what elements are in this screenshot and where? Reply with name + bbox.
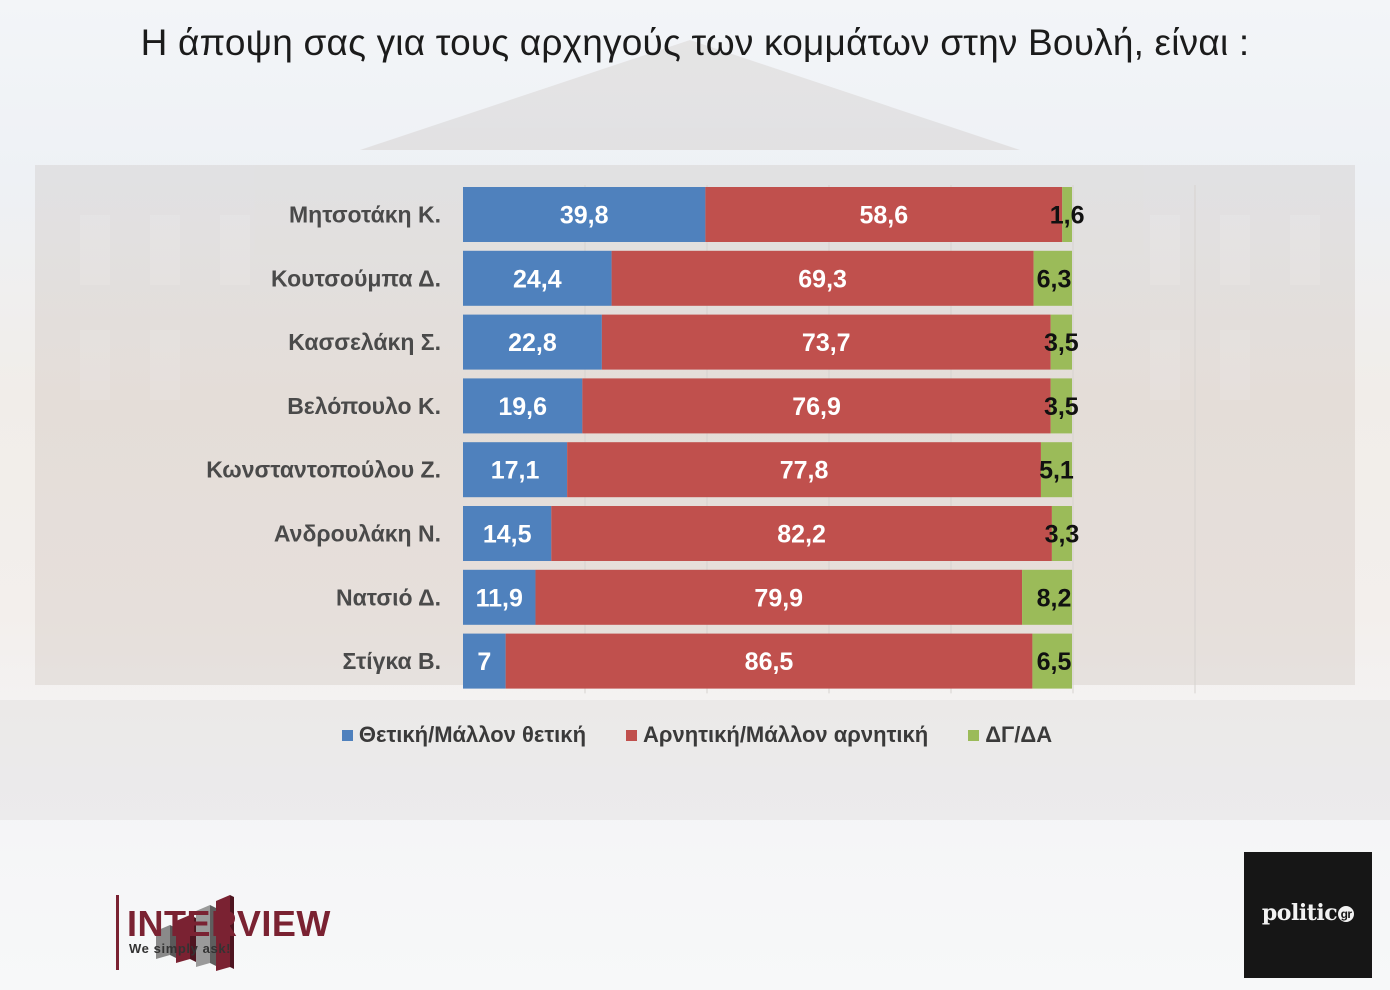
data-label-dont-know: 6,5 [1037,648,1072,676]
data-label-positive: 19,6 [498,393,547,421]
bar-segment-negative [567,442,1041,498]
interview-logo-divider [116,895,119,970]
category-label: Βελόπουλο Κ. [287,393,441,419]
politic-logo-text: politic gr [1244,900,1372,926]
bar-segment-negative [582,378,1051,434]
data-label-dont-know: 3,5 [1044,393,1079,421]
data-label-negative: 77,8 [780,457,829,485]
bar-segment-dont-know [1032,633,1072,689]
bar-segment-dont-know [1050,314,1072,370]
legend-item-positive: Θετική/Μάλλον θετική [341,722,587,748]
category-label: Μητσοτάκη Κ. [289,202,441,228]
interview-logo-name: INTERVIEW [127,903,331,944]
category-label: Κουτσούμπα Δ. [271,265,441,291]
legend-swatch-dont-know [968,729,980,741]
bar-segment-negative [535,569,1023,625]
bar-segment-dont-know [1062,187,1072,242]
legend-label-positive: Θετική/Μάλλον θετική [358,722,587,747]
chart-legend: Θετική/Μάλλον θετική Αρνητική/Μάλλον αρν… [0,722,1390,748]
category-label: Ανδρουλάκη Ν. [274,521,441,547]
bar-segment-dont-know [1050,378,1072,434]
data-label-positive: 17,1 [491,457,540,485]
interview-logo-icon [156,895,234,971]
data-label-dont-know: 6,3 [1037,265,1072,293]
data-label-negative: 76,9 [792,393,841,421]
data-label-negative: 79,9 [754,584,803,612]
bar-segment-positive [463,314,602,370]
legend-label-negative: Αρνητική/Μάλλον αρνητική [643,722,929,747]
legend-item-negative: Αρνητική/Μάλλον αρνητική [626,722,928,748]
politic-logo-suffix: gr [1338,906,1355,922]
bar-segment-positive [463,378,583,434]
bar-segment-positive [463,250,612,306]
bar-segment-negative [705,187,1063,242]
bar-segment-dont-know [1022,569,1072,625]
category-label: Νατσιό Δ. [336,584,441,610]
bar-segment-dont-know [1040,442,1072,498]
data-label-dont-know: 8,2 [1037,584,1072,612]
data-label-dont-know: 1,6 [1050,202,1085,230]
politic-logo: politic gr [1244,852,1372,978]
bar-segment-negative [505,633,1033,689]
data-label-dont-know: 3,5 [1044,329,1079,357]
data-label-positive: 39,8 [560,202,609,230]
data-label-positive: 11,9 [476,584,523,612]
category-label: Κωνσταντοπούλου Ζ. [206,457,441,483]
chart-title: Η άποψη σας για τους αρχηγούς των κομμάτ… [140,22,1250,63]
data-label-negative: 69,3 [798,265,847,293]
data-label-dont-know: 5,1 [1039,457,1074,485]
legend-swatch-negative [626,729,638,741]
data-label-negative: 73,7 [802,329,851,357]
category-label: Στίγκα Β. [343,648,441,674]
bar-segment-negative [601,314,1051,370]
interview-logo-tagline: We simply ask! [129,941,232,956]
data-label-positive: 24,4 [513,265,562,293]
bar-segment-positive [463,187,706,242]
bar-segment-positive [463,569,536,625]
bar-segment-positive [463,442,568,498]
data-label-dont-know: 3,3 [1045,521,1080,549]
legend-label-dont-know: ΔΓ/ΔΑ [985,722,1053,747]
data-label-positive: 22,8 [508,329,557,357]
bar-segment-negative [611,250,1034,306]
data-label-negative: 58,6 [859,202,908,230]
politic-logo-name: politic [1261,900,1338,926]
data-label-negative: 82,2 [777,521,826,549]
bar-segment-dont-know [1051,506,1072,561]
bar-segment-positive [463,633,506,689]
bar-segment-dont-know [1033,250,1072,306]
data-label-positive: 14,5 [483,521,532,549]
data-label-positive: 7 [477,648,491,676]
bar-segment-negative [551,506,1052,561]
legend-swatch-positive [341,729,353,741]
bar-segment-positive [463,506,552,561]
category-label: Κασσελάκη Σ. [288,329,441,355]
legend-item-dont-know: ΔΓ/ΔΑ [968,722,1052,748]
data-label-negative: 86,5 [745,648,794,676]
